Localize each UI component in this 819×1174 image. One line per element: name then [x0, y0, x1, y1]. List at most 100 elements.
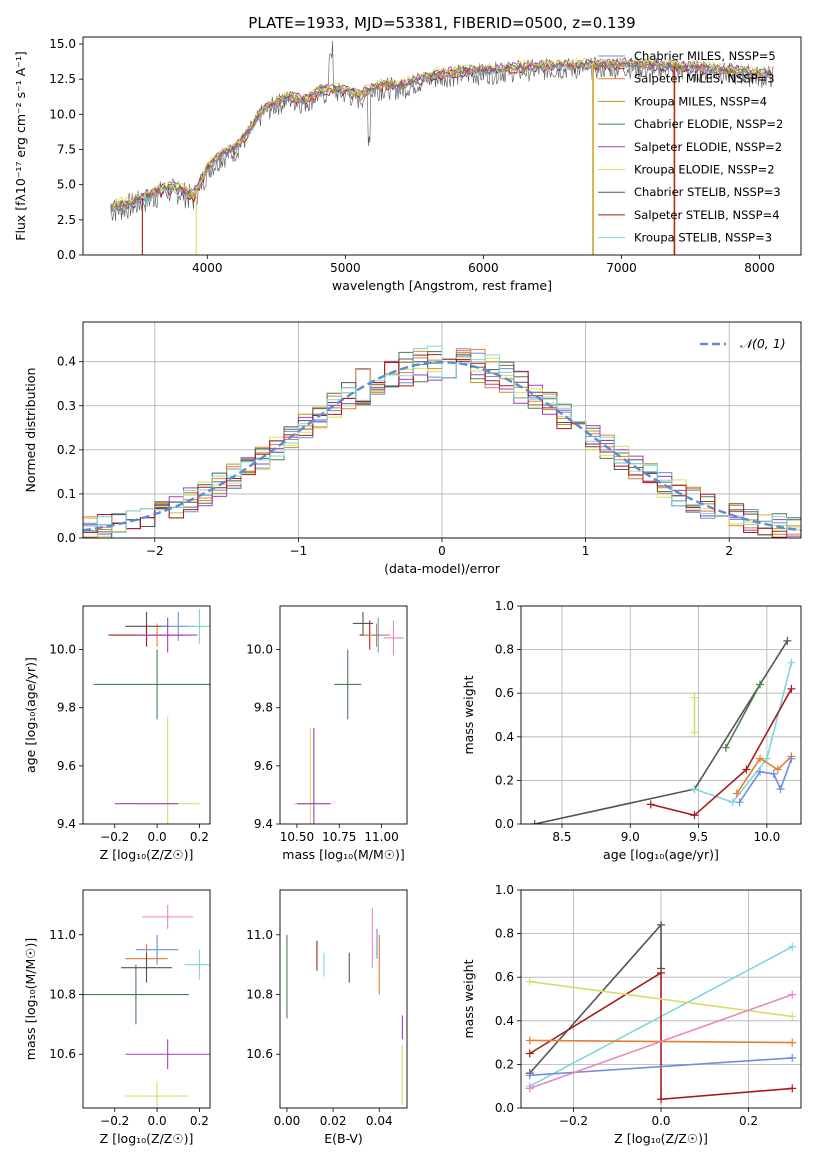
chart-title: PLATE=1933, MJD=53381, FIBERID=0500, z=0…: [248, 14, 635, 32]
legend-label: Salpeter STELIB, NSSP=4: [634, 208, 780, 222]
y-tick-label: 0.8: [495, 927, 514, 941]
weight-marker: [690, 728, 699, 737]
weight-line: [529, 971, 793, 1101]
weight-marker: [646, 800, 655, 809]
weight-marker: [783, 636, 792, 645]
legend-label: 𝒩(0, 1): [740, 336, 786, 351]
y-tick-label: 0.4: [495, 730, 514, 744]
x-axis-label: mass [log₁₀(M/M☉)]: [282, 847, 404, 862]
y-axis-label: age [log₁₀(age/yr)]: [23, 657, 38, 773]
weight-marker: [762, 754, 771, 763]
x-tick-label: 9.0: [621, 830, 640, 844]
y-tick-label: 10.0: [49, 643, 76, 657]
y-tick-label: 1.0: [495, 599, 514, 613]
axes-frame: [82, 321, 802, 539]
x-tick-label: 0.2: [190, 830, 209, 844]
y-tick-label: 0.8: [495, 643, 514, 657]
y-tick-label: 0.0: [495, 817, 514, 831]
y-tick-label: 9.6: [57, 759, 76, 773]
legend-label: Kroupa MILES, NSSP=4: [634, 94, 767, 108]
weight-marker: [721, 743, 730, 752]
weight-marker: [690, 785, 699, 794]
z-weight-panel: −0.2 0.0 0.2 0.0 0.2 0.4 0.6 0.8 1.0 Z [log₁₀(Z/Z…: [461, 883, 802, 1146]
legend-label: Kroupa STELIB, NSSP=3: [634, 231, 772, 245]
y-tick-label: 0.6: [495, 686, 514, 700]
y-tick-label: 9.8: [57, 701, 76, 715]
x-tick-label: 1: [582, 544, 590, 558]
x-tick-label: 0.00: [274, 1114, 301, 1128]
y-tick-label: 10.8: [49, 988, 76, 1002]
weight-marker: [530, 820, 539, 824]
plot-area: [93, 608, 210, 824]
legend-label: Chabrier MILES, NSSP=5: [634, 49, 776, 63]
legend: Chabrier MILES, NSSP=5 Salpeter MILES, NS…: [598, 49, 783, 245]
weight-marker: [525, 1036, 534, 1045]
y-axis-label: mass weight: [461, 959, 476, 1038]
weight-marker: [657, 968, 665, 977]
y-tick-label: 11.0: [246, 928, 273, 942]
x-tick-label: 11.00: [364, 830, 398, 844]
x-axis-label: age [log₁₀(age/yr)]: [603, 847, 719, 862]
weight-line: [650, 688, 793, 817]
y-tick-label: 0.0: [57, 248, 76, 262]
z-age-panel: −0.2 0.0 0.2 9.4 9.6 9.8 10.0 Z [log₁₀(Z/Z☉)] ag…: [23, 605, 211, 862]
y-tick-label: 15.0: [49, 37, 76, 51]
x-tick-label: 2: [725, 544, 733, 558]
x-axis-label: Z [log₁₀(Z/Z☉)]: [100, 1131, 194, 1146]
x-tick-label: 7000: [606, 261, 637, 275]
weight-line: [736, 755, 792, 794]
normal-curve: [83, 360, 801, 532]
y-tick-label: 10.0: [49, 107, 76, 121]
weight-marker: [728, 798, 737, 807]
y-tick-label: 9.4: [57, 817, 76, 831]
axes-frame: [82, 889, 211, 1109]
x-axis-label: wavelength [Angstrom, rest frame]: [332, 278, 552, 293]
weight-marker: [657, 1095, 665, 1104]
legend-label: Chabrier ELODIE, NSSP=2: [634, 117, 783, 131]
y-tick-label: 9.8: [254, 701, 273, 715]
x-tick-label: −0.2: [100, 830, 129, 844]
y-tick-label: 0.1: [57, 487, 76, 501]
x-tick-label: 0.0: [651, 1114, 670, 1128]
spectrum-panel: 4000 5000 6000 7000 8000 0.0 2.5 5.0 7.5 10.0 12.5…: [13, 36, 802, 293]
legend-label: Salpeter ELODIE, NSSP=2: [634, 140, 782, 154]
y-tick-label: 10.6: [49, 1047, 76, 1061]
x-axis-label: Z [log₁₀(Z/Z☉)]: [100, 847, 194, 862]
x-tick-label: 4000: [192, 261, 223, 275]
plot-area: [293, 611, 404, 824]
plot-area: [286, 907, 403, 1106]
axes-frame: [82, 605, 211, 825]
x-tick-label: 8.5: [552, 830, 571, 844]
axes-frame: [520, 605, 802, 825]
weight-marker: [787, 754, 796, 763]
plot-area: [83, 904, 210, 1108]
legend-label: Salpeter MILES, NSSP=3: [634, 72, 775, 86]
y-tick-label: 0.4: [57, 355, 76, 369]
axes-frame: [520, 889, 802, 1109]
spectrum-line: [110, 40, 774, 221]
z-mass-panel: −0.2 0.0 0.2 10.6 10.8 11.0 Z [log₁₀(Z/Z☉)] mas…: [23, 889, 211, 1146]
weight-marker: [525, 1084, 534, 1093]
x-tick-label: 0.0: [148, 830, 167, 844]
x-tick-label: 6000: [468, 261, 499, 275]
spectrum-line: [110, 58, 773, 208]
y-tick-label: 0.2: [495, 1057, 514, 1071]
weight-marker: [525, 977, 534, 986]
legend-label: Kroupa ELODIE, NSSP=2: [634, 163, 775, 177]
age-weight-panel: 8.5 9.0 9.5 10.0 0.0 0.2 0.4 0.6 0.8 1.0 age [log₁…: [461, 599, 802, 862]
y-axis-label: mass [log₁₀(M/M☉)]: [23, 938, 38, 1060]
x-tick-label: 5000: [330, 261, 361, 275]
y-tick-label: 10.6: [246, 1047, 273, 1061]
x-tick-label: 0.02: [320, 1114, 347, 1128]
weight-line: [725, 684, 761, 749]
y-tick-label: 9.6: [254, 759, 273, 773]
weight-marker: [690, 693, 699, 702]
weight-line: [529, 993, 793, 1090]
spectrum-line: [110, 57, 773, 208]
axes-frame: [279, 889, 408, 1109]
y-tick-label: 0.0: [57, 531, 76, 545]
y-tick-label: 1.0: [495, 883, 514, 897]
y-tick-label: 5.0: [57, 178, 76, 192]
y-tick-label: 10.0: [246, 643, 273, 657]
weight-marker: [756, 680, 765, 689]
